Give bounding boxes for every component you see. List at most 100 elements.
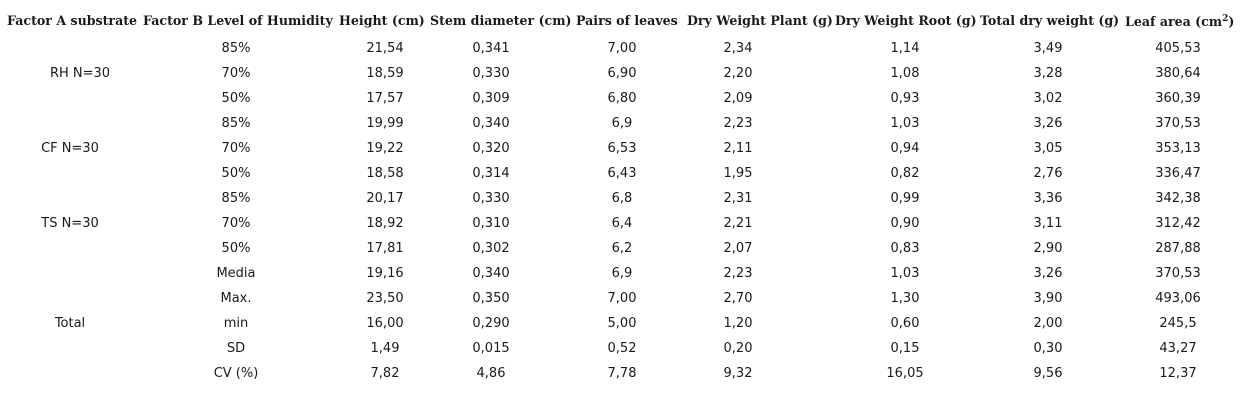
cell-leaf-area: 342,38 (1155, 191, 1201, 206)
cell-leaf-area: 370,53 (1155, 266, 1201, 281)
cell-total-dry-weight: 3,26 (1033, 266, 1063, 281)
group-label-cf: CF N=30 (41, 141, 99, 156)
cell-dry-weight-plant: 1,20 (723, 316, 753, 331)
cell-total-dry-weight: 0,30 (1033, 341, 1063, 356)
cell-dry-weight-root: 0,15 (890, 341, 920, 356)
cell-dry-weight-plant: 1,95 (723, 166, 753, 181)
cell-height: 18,59 (366, 66, 404, 81)
cell-dry-weight-root: 0,82 (890, 166, 920, 181)
cell-pairs-of-leaves: 6,4 (611, 216, 633, 231)
cell-pairs-of-leaves: 7,00 (607, 291, 637, 306)
header-factor-a: Factor A substrate (7, 13, 138, 28)
cell-total-dry-weight: 3,36 (1033, 191, 1063, 206)
cell-dry-weight-plant: 2,31 (723, 191, 753, 206)
cell-leaf-area: 43,27 (1159, 341, 1197, 356)
cell-humidity-level: 85% (221, 116, 251, 131)
cell-dry-weight-root: 0,99 (890, 191, 920, 206)
cell-dry-weight-root: 0,93 (890, 91, 920, 106)
cell-pairs-of-leaves: 6,53 (607, 141, 637, 156)
cell-total-dry-weight: 3,02 (1033, 91, 1063, 106)
cell-height: 20,17 (366, 191, 404, 206)
table-row: 50% 17,81 0,302 6,2 2,07 0,83 2,90 287,88 (0, 236, 1241, 261)
group-label-ts: TS N=30 (41, 216, 99, 231)
cell-leaf-area: 336,47 (1155, 166, 1201, 181)
cell-humidity-level: 85% (221, 41, 251, 56)
cell-stem-diameter: 0,340 (472, 266, 510, 281)
cell-dry-weight-plant: 2,34 (723, 41, 753, 56)
cell-leaf-area: 245,5 (1159, 316, 1197, 331)
cell-stem-diameter: 0,340 (472, 116, 510, 131)
cell-humidity-level: 50% (221, 241, 251, 256)
cell-dry-weight-root: 1,14 (890, 41, 920, 56)
table-row: 50% 17,57 0,309 6,80 2,09 0,93 3,02 360,39 (0, 86, 1241, 111)
cell-pairs-of-leaves: 6,90 (607, 66, 637, 81)
cell-pairs-of-leaves: 6,2 (611, 241, 633, 256)
header-total-dry-weight: Total dry weight (g) (980, 13, 1120, 28)
cell-total-dry-weight: 3,28 (1033, 66, 1063, 81)
cell-humidity-level: SD (226, 341, 246, 356)
cell-leaf-area: 360,39 (1155, 91, 1201, 106)
cell-pairs-of-leaves: 7,00 (607, 41, 637, 56)
cell-pairs-of-leaves: 0,52 (607, 341, 637, 356)
cell-height: 1,49 (370, 341, 400, 356)
table-row: 70% 18,59 0,330 6,90 2,20 1,08 3,28 380,64 (0, 61, 1241, 86)
cell-humidity-level: 85% (221, 191, 251, 206)
cell-humidity-level: Media (216, 266, 256, 281)
cell-stem-diameter: 0,310 (472, 216, 510, 231)
table-row: 85% 20,17 0,330 6,8 2,31 0,99 3,36 342,38 (0, 186, 1241, 211)
table-row: Media 19,16 0,340 6,9 2,23 1,03 3,26 370,53 (0, 261, 1241, 286)
cell-dry-weight-plant: 2,09 (723, 91, 753, 106)
cell-dry-weight-root: 1,30 (890, 291, 920, 306)
cell-total-dry-weight: 2,00 (1033, 316, 1063, 331)
table-header-row: Factor A substrate Factor B Level of Hum… (0, 13, 1241, 31)
cell-dry-weight-plant: 2,11 (723, 141, 753, 156)
cell-stem-diameter: 0,290 (472, 316, 510, 331)
table-row: min 16,00 0,290 5,00 1,20 0,60 2,00 245,5 (0, 311, 1241, 336)
header-dry-weight-root: Dry Weight Root (g) (835, 13, 977, 28)
cell-total-dry-weight: 3,49 (1033, 41, 1063, 56)
cell-stem-diameter: 0,309 (472, 91, 510, 106)
cell-height: 7,82 (370, 366, 400, 381)
cell-stem-diameter: 4,86 (476, 366, 506, 381)
cell-total-dry-weight: 3,05 (1033, 141, 1063, 156)
cell-total-dry-weight: 9,56 (1033, 366, 1063, 381)
group-label-rh: RH N=30 (49, 66, 111, 81)
cell-dry-weight-root: 0,94 (890, 141, 920, 156)
table-row: Max. 23,50 0,350 7,00 2,70 1,30 3,90 493,06 (0, 286, 1241, 311)
cell-humidity-level: 70% (221, 141, 251, 156)
table-row: 85% 21,54 0,341 7,00 2,34 1,14 3,49 405,53 (0, 36, 1241, 61)
cell-dry-weight-plant: 2,07 (723, 241, 753, 256)
cell-leaf-area: 493,06 (1155, 291, 1201, 306)
cell-dry-weight-plant: 2,21 (723, 216, 753, 231)
cell-stem-diameter: 0,015 (472, 341, 510, 356)
header-dry-weight-plant: Dry Weight Plant (g) (687, 13, 833, 28)
cell-humidity-level: CV (%) (213, 366, 259, 381)
cell-leaf-area: 312,42 (1155, 216, 1201, 231)
cell-leaf-area: 353,13 (1155, 141, 1201, 156)
cell-leaf-area: 370,53 (1155, 116, 1201, 131)
header-pairs-of-leaves: Pairs of leaves (576, 13, 678, 28)
cell-height: 19,16 (366, 266, 404, 281)
cell-stem-diameter: 0,341 (472, 41, 510, 56)
table-row: 50% 18,58 0,314 6,43 1,95 0,82 2,76 336,47 (0, 161, 1241, 186)
table-row: SD 1,49 0,015 0,52 0,20 0,15 0,30 43,27 (0, 336, 1241, 361)
cell-humidity-level: min (223, 316, 249, 331)
cell-height: 16,00 (366, 316, 404, 331)
cell-dry-weight-plant: 2,70 (723, 291, 753, 306)
cell-leaf-area: 12,37 (1159, 366, 1197, 381)
cell-leaf-area: 405,53 (1155, 41, 1201, 56)
cell-dry-weight-root: 16,05 (886, 366, 924, 381)
cell-dry-weight-root: 1,08 (890, 66, 920, 81)
header-leaf-area-text: Leaf area (cm (1125, 14, 1223, 30)
cell-total-dry-weight: 2,76 (1033, 166, 1063, 181)
cell-total-dry-weight: 3,90 (1033, 291, 1063, 306)
cell-height: 23,50 (366, 291, 404, 306)
cell-leaf-area: 287,88 (1155, 241, 1201, 256)
cell-stem-diameter: 0,302 (472, 241, 510, 256)
header-leaf-area: Leaf area (cm2) (1125, 14, 1234, 29)
cell-pairs-of-leaves: 6,9 (611, 116, 633, 131)
header-leaf-area-close: ) (1228, 14, 1235, 30)
cell-dry-weight-root: 1,03 (890, 116, 920, 131)
cell-pairs-of-leaves: 7,78 (607, 366, 637, 381)
table-row: 85% 19,99 0,340 6,9 2,23 1,03 3,26 370,53 (0, 111, 1241, 136)
